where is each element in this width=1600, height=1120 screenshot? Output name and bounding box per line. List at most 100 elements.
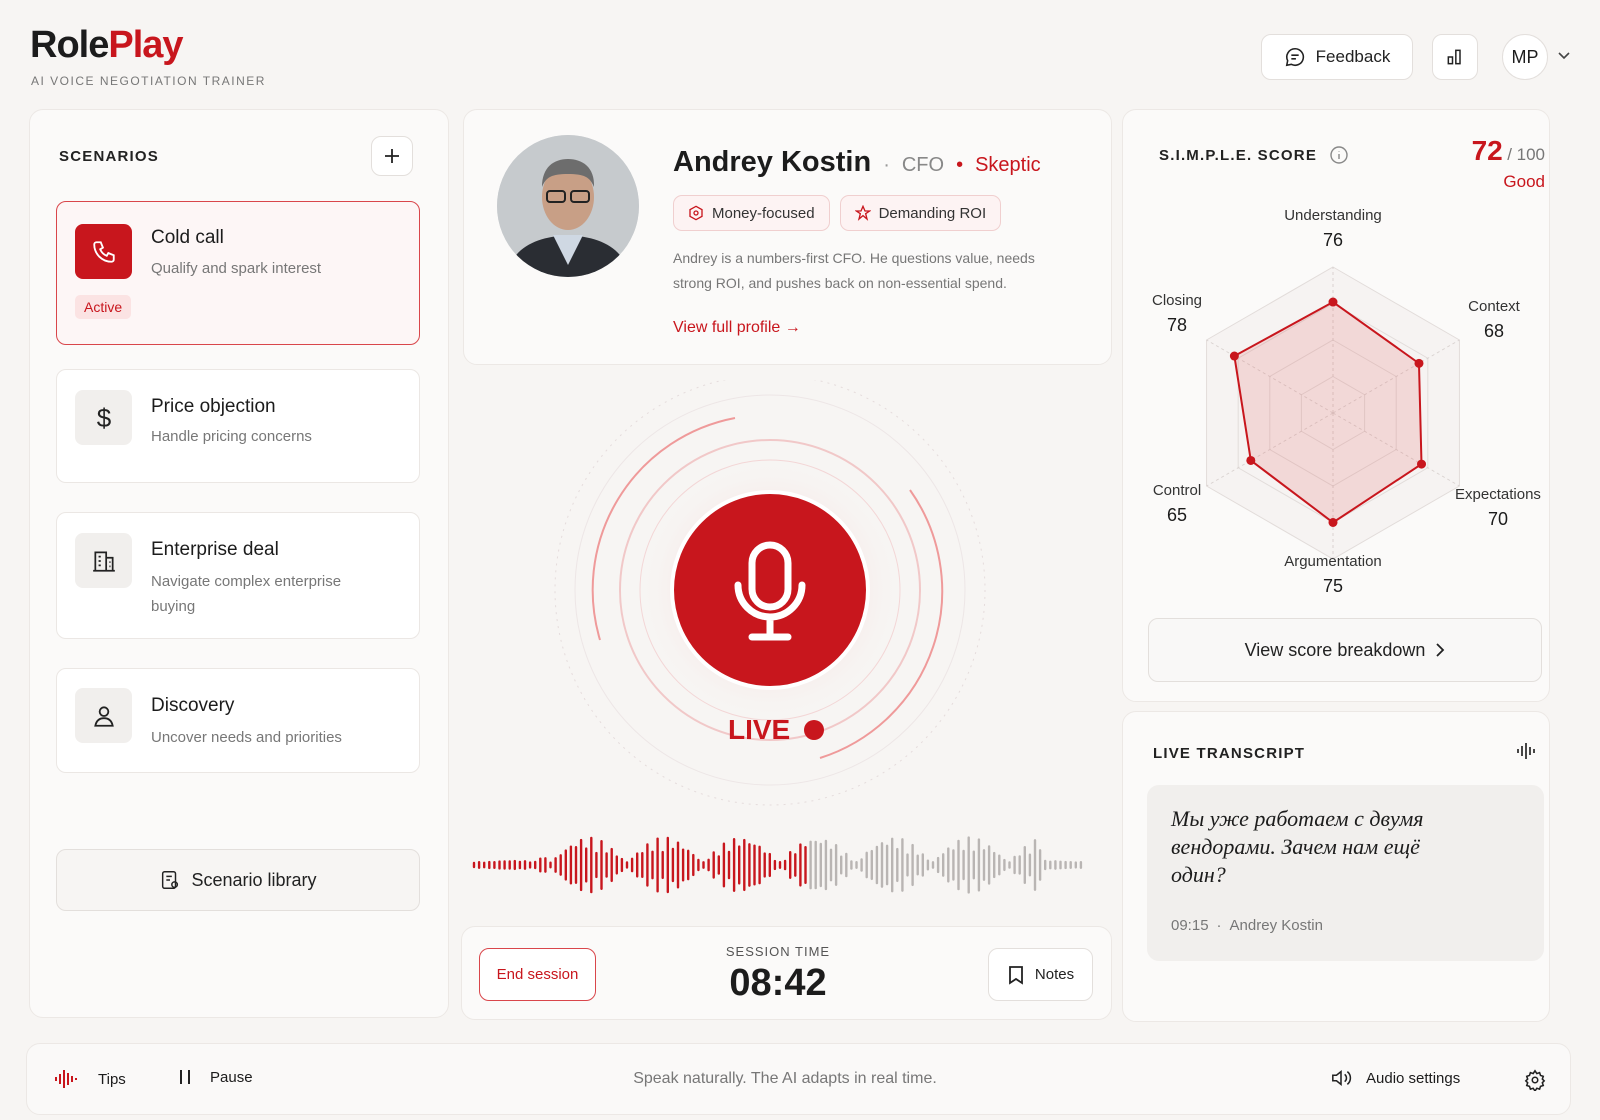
ring bbox=[554, 380, 986, 806]
score-heading: S.I.M.P.L.E. SCORE bbox=[1159, 145, 1349, 165]
person-icon bbox=[93, 705, 114, 727]
scenario-card[interactable]: $ Price objection Handle pricing concern… bbox=[56, 369, 420, 483]
profile-name: Andrey Kostin bbox=[673, 146, 872, 178]
active-badge: Active bbox=[75, 295, 132, 319]
plus-icon bbox=[385, 149, 399, 163]
scenario-title: Discovery bbox=[151, 695, 235, 716]
footer-hint: Speak naturally. The AI adapts in real t… bbox=[633, 1070, 937, 1087]
score-total: 72 / 100 bbox=[1380, 135, 1545, 167]
scenario-title: Price objection bbox=[151, 396, 276, 417]
separator-dot: · bbox=[883, 154, 890, 176]
library-icon bbox=[162, 871, 179, 889]
settings-icon[interactable] bbox=[1524, 1069, 1546, 1091]
scenario-icon: $ bbox=[75, 390, 132, 445]
score-rating: Good bbox=[1503, 172, 1545, 191]
score-max: / 100 bbox=[1507, 145, 1545, 164]
radar-spoke bbox=[1206, 339, 1334, 414]
feedback-button[interactable]: Feedback bbox=[1261, 34, 1413, 80]
audio-settings-button[interactable]: Audio settings bbox=[1330, 1068, 1460, 1088]
radar-axis-label: Expectations bbox=[1455, 486, 1541, 503]
radar-spoke bbox=[1332, 339, 1460, 414]
radar-axis-label: Context bbox=[1468, 298, 1521, 315]
user-avatar[interactable]: MP bbox=[1502, 34, 1548, 80]
notes-label: Notes bbox=[1034, 966, 1075, 983]
profile-role: CFO bbox=[901, 154, 945, 176]
pause-label: Pause bbox=[210, 1068, 253, 1086]
score-title: S.I.M.P.L.E. SCORE bbox=[1159, 146, 1318, 164]
mic-button[interactable] bbox=[670, 490, 870, 690]
feedback-icon bbox=[1285, 47, 1304, 67]
profile-tag: Money-focused bbox=[673, 195, 830, 231]
footer bbox=[26, 1043, 1571, 1115]
speaker-icon bbox=[1332, 1070, 1352, 1086]
live-label: LIVE bbox=[728, 714, 791, 745]
logo-main: Role bbox=[30, 24, 109, 66]
add-scenario-button[interactable] bbox=[371, 136, 413, 176]
building-icon bbox=[92, 550, 115, 572]
ring bbox=[619, 439, 921, 741]
transcript-time: 09:15 bbox=[1171, 917, 1209, 934]
scenario-icon bbox=[75, 224, 132, 279]
radar-point bbox=[1229, 351, 1239, 361]
user-menu-chevron[interactable] bbox=[1557, 51, 1571, 61]
live-indicator: LIVE bbox=[728, 714, 825, 746]
tag-label: Demanding ROI bbox=[878, 204, 987, 222]
ring-arc bbox=[591, 417, 736, 641]
logo[interactable]: RolePlay bbox=[30, 24, 184, 67]
radar-point bbox=[1328, 297, 1338, 307]
end-session-button[interactable]: End session bbox=[479, 948, 596, 1001]
end-session-label: End session bbox=[496, 966, 579, 983]
waveform bbox=[472, 836, 1083, 894]
notes-button[interactable]: Notes bbox=[988, 948, 1093, 1001]
audio-icon bbox=[1517, 743, 1535, 759]
svg-text:$: $ bbox=[96, 404, 111, 432]
tag-label: Money-focused bbox=[712, 204, 815, 222]
scenario-library-button[interactable]: Scenario library bbox=[56, 849, 420, 911]
feedback-label: Feedback bbox=[1315, 47, 1391, 66]
radar-axis-label: Argumentation bbox=[1284, 553, 1382, 570]
pause-button[interactable]: Pause bbox=[178, 1068, 253, 1086]
radar-axis-value: 70 bbox=[1488, 509, 1508, 529]
score-value: 72 bbox=[1471, 135, 1503, 166]
tips-button[interactable]: Tips bbox=[54, 1068, 126, 1090]
separator-dot: • bbox=[956, 154, 964, 176]
scenarios-title: SCENARIOS bbox=[59, 148, 159, 165]
scenario-subtitle: Uncover needs and priorities bbox=[151, 729, 342, 746]
session-time: 08:42 bbox=[729, 962, 827, 1004]
separator-dot: · bbox=[1216, 917, 1222, 934]
scenario-card[interactable]: Discovery Uncover needs and priorities bbox=[56, 668, 420, 773]
tips-icon bbox=[55, 1070, 77, 1088]
radar-axis-value: 75 bbox=[1323, 576, 1343, 596]
scenario-subtitle: Handle pricing concerns bbox=[151, 428, 312, 445]
scenario-title: Cold call bbox=[151, 227, 224, 248]
logo-subtitle: AI VOICE NEGOTIATION TRAINER bbox=[31, 74, 266, 88]
transcript-text: Мы уже работаем с двумя вендорами. Зачем… bbox=[1171, 806, 1424, 887]
stats-button[interactable] bbox=[1432, 34, 1478, 80]
radar-axis-value: 78 bbox=[1167, 315, 1187, 335]
radar-chart: Understanding 76 Context 68 Expectations 70 Ar… bbox=[1152, 207, 1541, 596]
radar-point bbox=[1246, 455, 1256, 465]
profile-heading: Andrey Kostin · CFO • Skeptic bbox=[673, 146, 1041, 179]
scenario-title: Enterprise deal bbox=[151, 539, 279, 560]
phone-icon bbox=[92, 240, 115, 263]
bookmark-icon bbox=[1009, 965, 1023, 985]
transcript-title: LIVE TRANSCRIPT bbox=[1153, 745, 1306, 762]
info-icon[interactable] bbox=[1329, 145, 1349, 165]
dollar-icon: $ bbox=[96, 404, 111, 432]
scenario-library-label: Scenario library bbox=[191, 869, 317, 890]
radar-point bbox=[1417, 459, 1427, 469]
scenario-icon bbox=[75, 688, 132, 743]
scenario-icon bbox=[75, 533, 132, 588]
radar-axis-label: Understanding bbox=[1284, 207, 1382, 224]
scenario-card[interactable]: Enterprise deal Navigate complex enterpr… bbox=[56, 512, 420, 639]
radar-point bbox=[1414, 358, 1424, 368]
profile-tag: Demanding ROI bbox=[839, 195, 1002, 231]
score-breakdown-button[interactable]: View score breakdown bbox=[1148, 618, 1542, 682]
radar-spoke bbox=[1206, 412, 1334, 487]
scenario-card[interactable]: Cold call Qualify and spark interest Act… bbox=[56, 201, 420, 345]
profile-link[interactable]: View full profile → bbox=[673, 319, 801, 336]
transcript-meta: 09:15 · Andrey Kostin bbox=[1171, 917, 1323, 934]
radar-axis-value: 65 bbox=[1167, 505, 1187, 525]
